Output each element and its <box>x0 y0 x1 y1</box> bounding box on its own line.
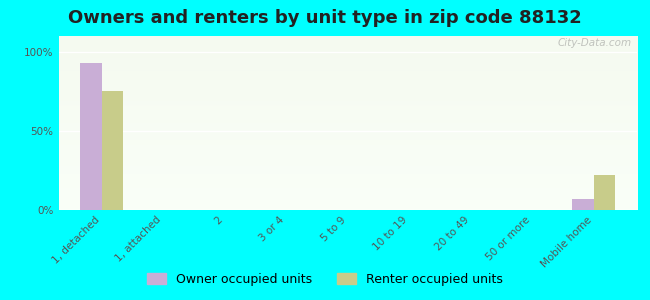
Bar <box>101 92 123 210</box>
Text: City-Data.com: City-Data.com <box>557 38 631 48</box>
Bar <box>80 63 101 210</box>
Bar <box>573 199 594 210</box>
Text: Owners and renters by unit type in zip code 88132: Owners and renters by unit type in zip c… <box>68 9 582 27</box>
Legend: Owner occupied units, Renter occupied units: Owner occupied units, Renter occupied un… <box>142 268 508 291</box>
Bar <box>594 175 616 210</box>
